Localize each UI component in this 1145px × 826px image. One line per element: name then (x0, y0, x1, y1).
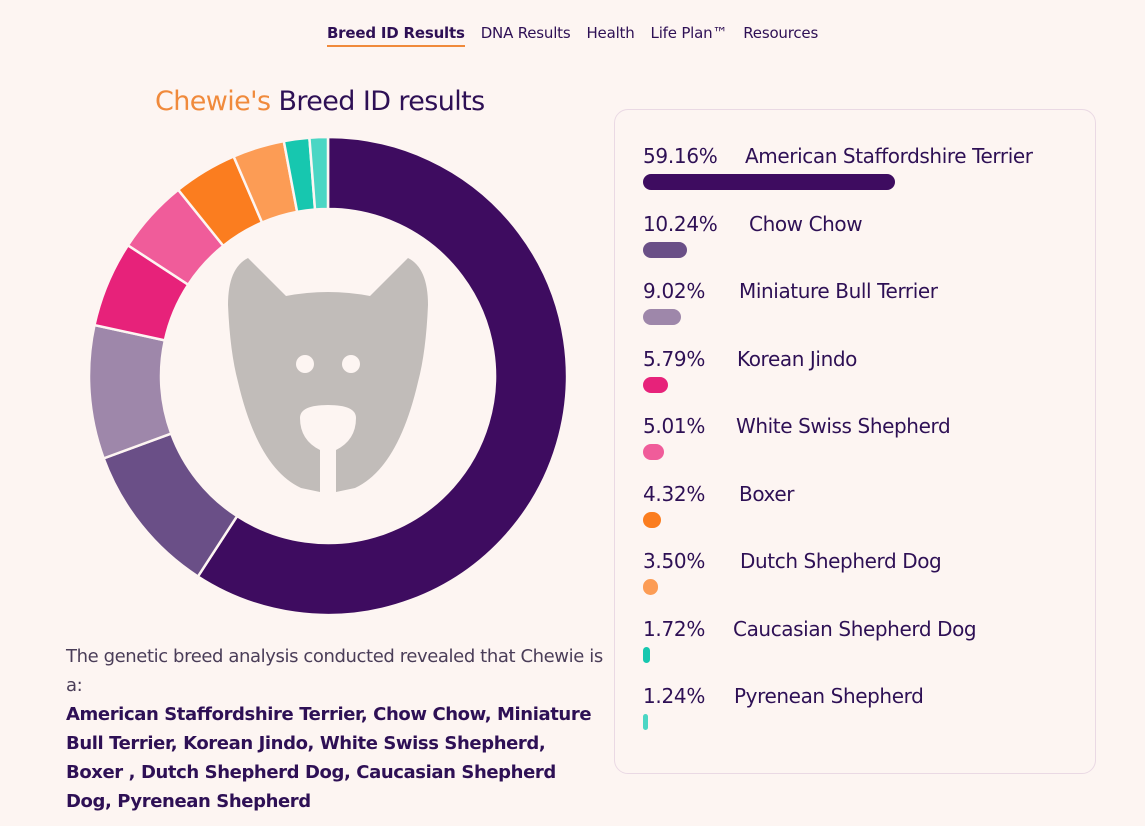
breed-bar (643, 309, 682, 325)
breed-summary: The genetic breed analysis conducted rev… (66, 642, 606, 816)
breed-bar (643, 714, 649, 730)
breed-bar (643, 512, 662, 528)
breed-name: Boxer (739, 482, 795, 506)
breed-percent: 9.02% (643, 279, 706, 303)
breed-percent: 59.16% (643, 144, 718, 168)
breed-percent: 5.79% (643, 347, 706, 371)
donut-slice (87, 323, 173, 460)
breed-bar (643, 174, 895, 190)
breed-name: Korean Jindo (737, 347, 857, 371)
nav-breed-id-results[interactable]: Breed ID Results (326, 24, 465, 47)
nav-health[interactable]: Health (586, 24, 635, 42)
donut-slice (196, 135, 569, 617)
breed-percent: 1.72% (643, 617, 706, 641)
donut-slice (308, 135, 330, 211)
breed-bar (643, 242, 687, 258)
breed-name: Chow Chow (749, 212, 863, 236)
breed-percent: 4.32% (643, 482, 706, 506)
donut-slices (87, 135, 569, 617)
top-navigation: Breed ID Results DNA Results Health Life… (0, 24, 1145, 47)
nav-resources[interactable]: Resources (743, 24, 819, 42)
breed-percentages-panel: 59.16% American Staffordshire Terrier 10… (614, 109, 1096, 774)
breed-name: Caucasian Shepherd Dog (733, 617, 977, 641)
breed-name: Dutch Shepherd Dog (740, 549, 942, 573)
breed-name: Pyrenean Shepherd (734, 684, 924, 708)
breed-percent: 1.24% (643, 684, 706, 708)
nav-dna-results[interactable]: DNA Results (480, 24, 571, 42)
breed-name: American Staffordshire Terrier (745, 144, 1033, 168)
summary-intro: The genetic breed analysis conducted rev… (66, 646, 603, 696)
dog-name: Chewie's (155, 86, 271, 117)
breed-name: White Swiss Shepherd (736, 414, 951, 438)
breed-bar (643, 647, 651, 663)
breed-name: Miniature Bull Terrier (739, 279, 938, 303)
breed-bar (643, 579, 658, 595)
dog-face-icon (228, 258, 428, 492)
summary-breeds: American Staffordshire Terrier, Chow Cho… (66, 704, 592, 812)
breed-bar (643, 444, 665, 460)
breed-percent: 3.50% (643, 549, 706, 573)
page-title: Chewie's Breed ID results (155, 86, 505, 117)
breed-percent: 10.24% (643, 212, 718, 236)
breed-donut-chart (87, 135, 569, 617)
breed-percent: 5.01% (643, 414, 706, 438)
title-text: Breed ID results (278, 86, 485, 117)
breed-bar (643, 377, 668, 393)
nav-life-plan[interactable]: Life Plan™ (650, 24, 728, 42)
